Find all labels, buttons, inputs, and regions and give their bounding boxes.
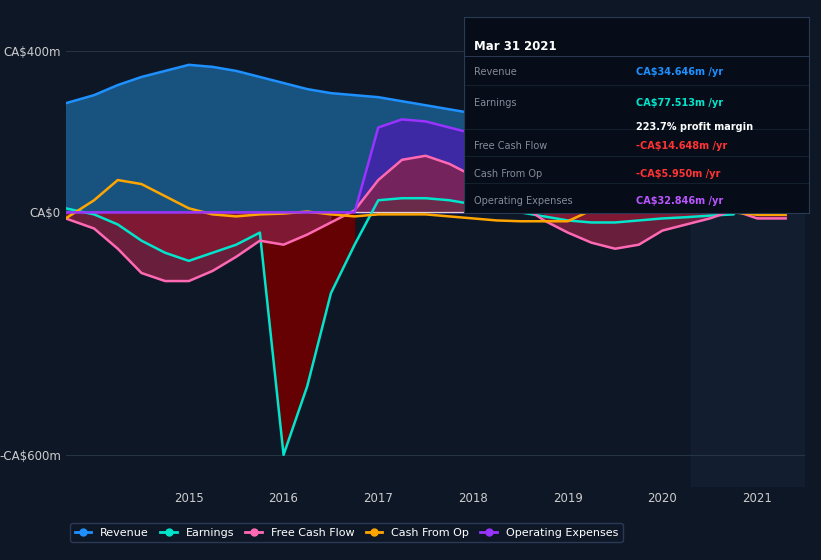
Text: Earnings: Earnings bbox=[475, 98, 516, 108]
Text: Revenue: Revenue bbox=[475, 67, 517, 77]
Text: Operating Expenses: Operating Expenses bbox=[475, 196, 573, 206]
Text: CA$34.646m /yr: CA$34.646m /yr bbox=[636, 67, 723, 77]
Text: CA$77.513m /yr: CA$77.513m /yr bbox=[636, 98, 723, 108]
Bar bbox=[691, 22, 805, 487]
Text: CA$32.846m /yr: CA$32.846m /yr bbox=[636, 196, 723, 206]
Text: -CA$5.950m /yr: -CA$5.950m /yr bbox=[636, 169, 721, 179]
Text: Cash From Op: Cash From Op bbox=[475, 169, 543, 179]
Legend: Revenue, Earnings, Free Cash Flow, Cash From Op, Operating Expenses: Revenue, Earnings, Free Cash Flow, Cash … bbox=[71, 523, 622, 542]
Text: -CA$14.648m /yr: -CA$14.648m /yr bbox=[636, 141, 727, 151]
Text: Free Cash Flow: Free Cash Flow bbox=[475, 141, 548, 151]
Text: Mar 31 2021: Mar 31 2021 bbox=[475, 40, 557, 53]
Text: 223.7% profit margin: 223.7% profit margin bbox=[636, 122, 754, 132]
